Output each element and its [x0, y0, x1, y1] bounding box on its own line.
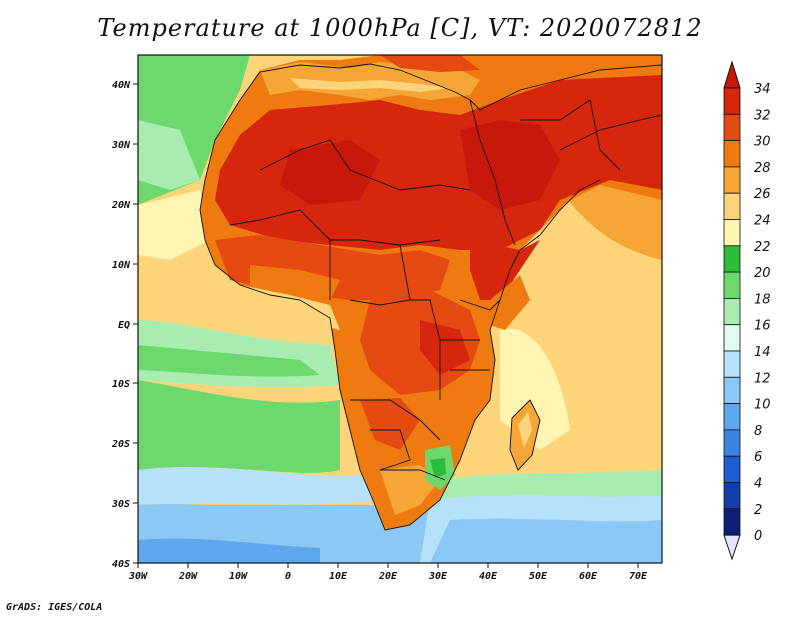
colorbar-swatch	[723, 350, 741, 378]
colorbar-swatch	[723, 429, 741, 457]
colorbar-label: 22	[754, 240, 771, 255]
colorbar-label: 34	[754, 82, 771, 97]
x-tick-label: 30E	[428, 571, 448, 582]
x-tick-label: 60E	[579, 571, 598, 582]
x-tick-label: 20E	[378, 571, 398, 582]
colorbar-swatch	[723, 271, 741, 299]
colorbar-swatch	[723, 455, 741, 483]
temperature-field	[138, 55, 662, 563]
colorbar-label: 32	[754, 108, 771, 123]
country-borders	[199, 63, 662, 531]
colorbar-top-arrow	[723, 60, 741, 89]
page-title: Temperature at 1000hPa [C], VT: 20200728…	[97, 14, 703, 42]
colorbar-label: 14	[754, 345, 771, 360]
y-tick-label: 30S	[111, 499, 130, 510]
colorbar-swatch	[723, 376, 741, 404]
x-tick-label: 30W	[128, 571, 148, 582]
y-axis-labels: 40N 30N 20N 10N EQ 10S 20S 30S 40S	[111, 80, 131, 570]
colorbar-swatch	[723, 508, 741, 536]
colorbar-label: 28	[754, 161, 771, 176]
y-tick-label: 10S	[112, 379, 130, 390]
y-tick-label: 40N	[112, 80, 131, 91]
colorbar-label: 20	[754, 266, 771, 281]
colorbar-swatch	[723, 324, 741, 352]
x-tick-label: 40E	[479, 571, 498, 582]
colorbar-label: 10	[754, 398, 771, 413]
colorbar-swatch	[723, 192, 741, 220]
colorbar-swatch	[723, 87, 741, 115]
colorbar-swatch	[723, 245, 741, 273]
colorbar-label: 8	[754, 424, 762, 439]
colorbar-swatch	[723, 482, 741, 510]
colorbar-label: 24	[754, 214, 771, 229]
y-tick-label: 30N	[111, 140, 131, 151]
x-tick-label: 10E	[329, 571, 348, 582]
colorbar-swatch	[723, 166, 741, 194]
colorbar-label: 16	[754, 319, 771, 334]
colorbar-label: 18	[754, 292, 771, 307]
axis-ticks	[133, 83, 639, 568]
colorbar-label: 30	[754, 135, 771, 150]
y-tick-label: 20S	[111, 439, 130, 450]
colorbar-swatch	[723, 219, 741, 247]
colorbar-label: 26	[754, 187, 771, 202]
x-tick-label: 70E	[629, 571, 648, 582]
x-axis-labels: 30W 20W 10W 0 10E 20E 30E 40E 50E 60E 70…	[128, 571, 648, 582]
y-tick-label: 40S	[112, 559, 130, 570]
credit-footer: GrADS: IGES/COLA	[6, 602, 103, 613]
colorbar-swatch	[723, 140, 741, 168]
colorbar-swatch	[723, 403, 741, 431]
colorbar-swatch	[723, 113, 741, 142]
x-tick-label: 20W	[178, 571, 198, 582]
colorbar-swatch	[723, 297, 741, 326]
x-tick-label: 10W	[229, 571, 248, 582]
colorbar-label: 6	[754, 450, 762, 465]
colorbar-label: 0	[754, 529, 762, 544]
map-frame	[137, 54, 663, 564]
y-tick-label: 10N	[112, 260, 131, 271]
colorbar-bottom-arrow	[723, 534, 741, 561]
colorbar-label: 4	[754, 477, 762, 492]
x-tick-label: 50E	[529, 571, 548, 582]
y-tick-label: 20N	[111, 200, 131, 211]
x-tick-label: 0	[285, 571, 291, 582]
y-tick-label: EQ	[118, 320, 130, 331]
colorbar-label: 12	[754, 371, 771, 386]
colorbar-label: 2	[754, 503, 762, 518]
